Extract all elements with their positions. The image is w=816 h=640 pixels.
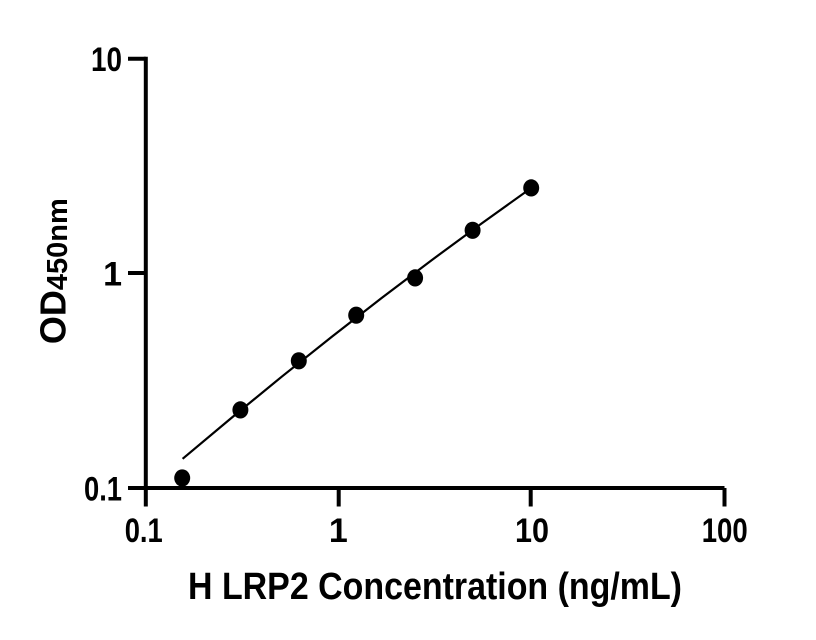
svg-text:100: 100	[702, 512, 748, 550]
svg-text:OD450nm: OD450nm	[33, 198, 75, 344]
svg-text:0.1: 0.1	[84, 471, 122, 509]
svg-text:1: 1	[103, 256, 122, 294]
svg-text:1: 1	[329, 512, 348, 550]
svg-text:0.1: 0.1	[125, 512, 163, 550]
svg-text:10: 10	[91, 41, 122, 79]
svg-text:H LRP2 Concentration (ng/mL): H LRP2 Concentration (ng/mL)	[188, 566, 682, 608]
svg-text:10: 10	[515, 512, 549, 550]
